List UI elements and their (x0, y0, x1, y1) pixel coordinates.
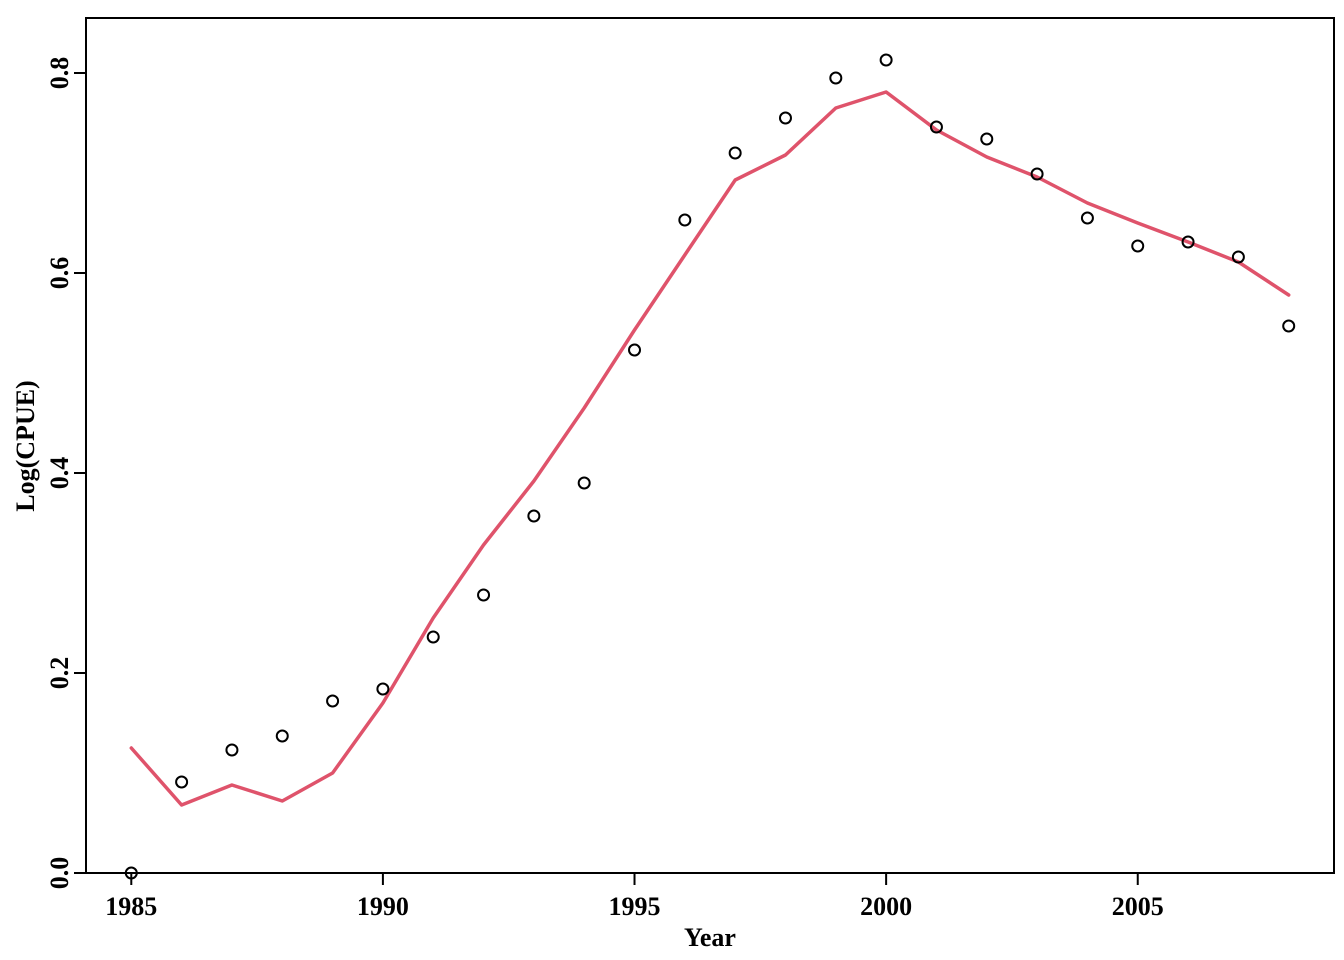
fitted-line-layer (129, 90, 1291, 807)
data-point (678, 213, 692, 227)
data-point (829, 71, 843, 85)
data-point (1080, 211, 1094, 225)
x-tick-label: 2005 (1112, 892, 1164, 921)
plot-frame (85, 17, 1335, 874)
y-axis-title: Log(CPUE) (11, 380, 40, 511)
data-point (1282, 319, 1296, 333)
x-tick-label: 2000 (860, 892, 912, 921)
y-tick-label: 0.4 (45, 457, 74, 490)
data-point (376, 682, 390, 696)
data-point (225, 743, 239, 757)
data-point (778, 111, 792, 125)
data-point (879, 53, 893, 67)
fitted-line (129, 90, 1291, 807)
data-point (980, 132, 994, 146)
observed-points-layer (124, 53, 1296, 880)
data-point (124, 866, 138, 880)
data-point (728, 146, 742, 160)
data-point (1131, 239, 1145, 253)
data-point (577, 476, 591, 490)
data-point (1231, 250, 1245, 264)
data-point (1030, 167, 1044, 181)
data-point (1181, 235, 1195, 249)
data-point (929, 120, 943, 134)
x-tick-label: 1985 (105, 892, 157, 921)
y-tick-label: 0.6 (45, 257, 74, 290)
x-axis: 1985 1990 1995 2000 2005 (105, 873, 1164, 921)
x-axis-title: Year (684, 923, 736, 952)
data-point (527, 509, 541, 523)
y-axis: 0.0 0.2 0.4 0.6 0.8 (45, 57, 86, 890)
data-point (326, 694, 340, 708)
y-tick-label: 0.2 (45, 657, 74, 690)
data-point (477, 588, 491, 602)
data-point (628, 343, 642, 357)
data-point (275, 729, 289, 743)
data-point (175, 775, 189, 789)
y-tick-label: 0.8 (45, 57, 74, 90)
y-tick-label: 0.0 (45, 857, 74, 890)
x-tick-label: 1990 (357, 892, 409, 921)
x-tick-label: 1995 (609, 892, 661, 921)
data-point (426, 630, 440, 644)
